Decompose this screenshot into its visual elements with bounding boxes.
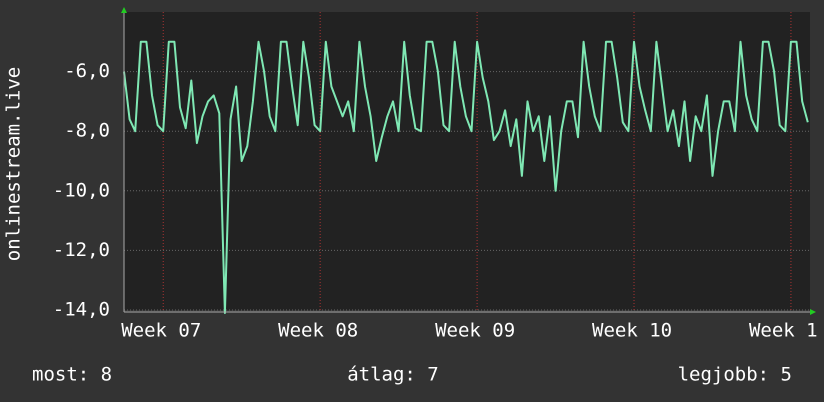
x-tick-label: Week 10 bbox=[592, 320, 672, 342]
y-tick-label: -10,0 bbox=[53, 179, 110, 201]
x-tick-label: Week 07 bbox=[121, 320, 201, 342]
y-tick-label: -8,0 bbox=[64, 120, 110, 142]
x-tick-label: Week 1 bbox=[749, 320, 818, 342]
x-tick-label: Week 09 bbox=[435, 320, 515, 342]
y-tick-label: -12,0 bbox=[53, 239, 110, 261]
arrow bbox=[121, 7, 127, 13]
arrow bbox=[810, 309, 816, 315]
data-line bbox=[123, 40, 809, 314]
footer-max: legjobb: 5 bbox=[678, 364, 792, 386]
plot bbox=[123, 12, 810, 314]
y-axis-label: onlinestream.live bbox=[3, 67, 25, 261]
footer-average: átlag: 7 bbox=[347, 364, 439, 386]
y-tick-label: -14,0 bbox=[53, 299, 110, 321]
y-tick-label: -6,0 bbox=[64, 60, 110, 82]
plot-area bbox=[124, 12, 810, 310]
footer-current: most: 8 bbox=[32, 364, 112, 386]
x-tick-label: Week 08 bbox=[278, 320, 358, 342]
